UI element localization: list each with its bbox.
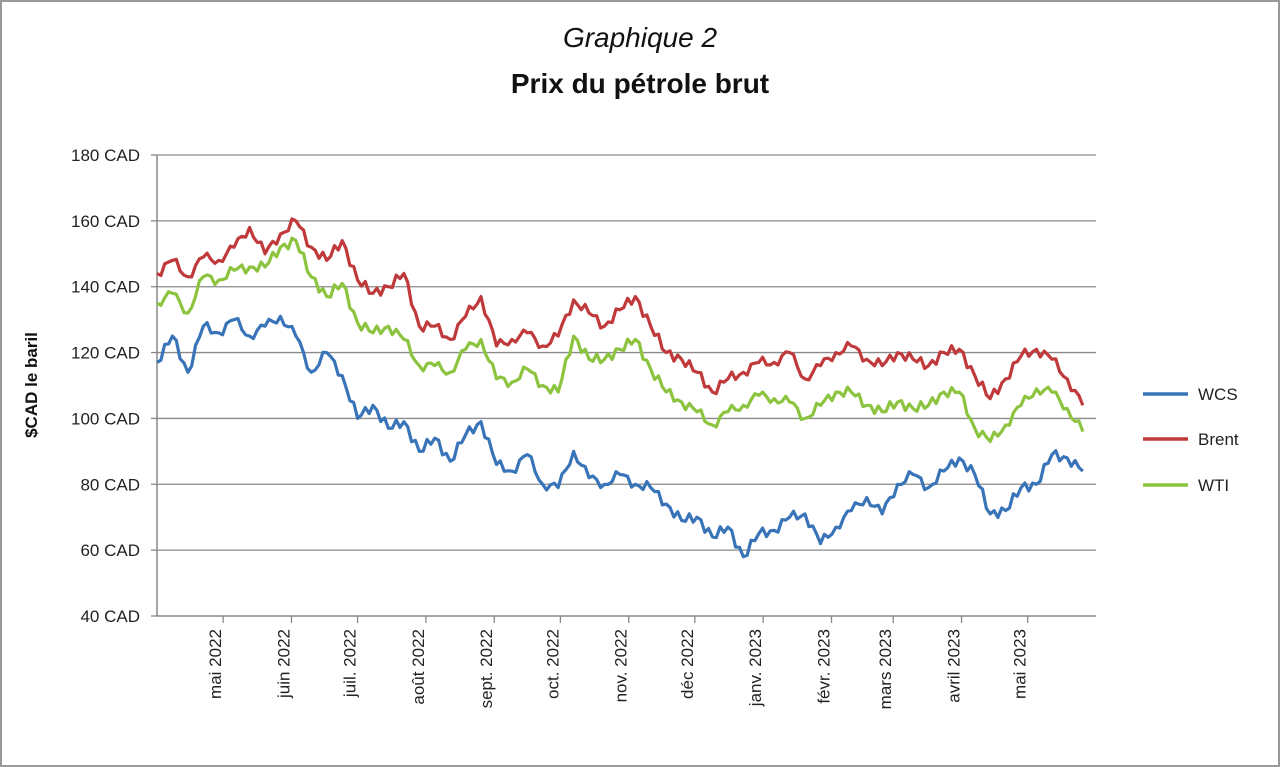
y-tick-label: 80 CAD: [80, 475, 140, 494]
y-tick-label: 60 CAD: [80, 541, 140, 560]
x-tick-label: juil. 2022: [341, 629, 360, 698]
y-tick-label: 100 CAD: [71, 409, 140, 428]
x-tick-label: août 2022: [409, 629, 428, 705]
chart-title: Prix du pétrole brut: [510, 68, 770, 99]
x-tick-label: sept. 2022: [477, 629, 496, 708]
y-tick-label: 120 CAD: [71, 344, 140, 363]
series-line-brent: [156, 217, 1085, 406]
x-tick-labels: mai 2022 juin 2022 juil. 2022 août 2022 sept…: [206, 616, 1030, 709]
x-tick-label: janv. 2023: [746, 629, 765, 707]
y-axis-label: $CAD le baril: [22, 332, 41, 438]
y-tick-label: 140 CAD: [71, 278, 140, 297]
chart-subtitle: Graphique 2: [562, 22, 718, 53]
axes: [156, 155, 1096, 617]
gridlines: [157, 154, 1096, 551]
x-tick-label: déc 2022: [678, 629, 697, 699]
x-tick-label: mai 2022: [206, 629, 225, 699]
x-tick-label: juin 2022: [274, 629, 293, 699]
y-tick-label: 40 CAD: [80, 607, 140, 626]
series-line-wcs: [156, 314, 1084, 559]
x-tick-label: mai 2023: [1011, 629, 1030, 699]
legend-label: WTI: [1198, 476, 1229, 495]
x-tick-label: févr. 2023: [814, 629, 833, 704]
legend-label: WCS: [1198, 385, 1238, 404]
x-tick-label: nov. 2022: [612, 629, 631, 702]
series-lines: [156, 217, 1085, 559]
series-line-wti: [156, 236, 1085, 444]
legend-label: Brent: [1198, 430, 1239, 449]
x-tick-label: mars 2023: [876, 629, 895, 709]
y-tick-label: 180 CAD: [71, 146, 140, 165]
y-tick-labels: 40 CAD 60 CAD 80 CAD 100 CAD 120 CAD 140 CAD 1…: [71, 146, 157, 626]
x-tick-label: oct. 2022: [543, 629, 562, 699]
y-tick-label: 160 CAD: [71, 212, 140, 231]
x-tick-label: avril 2023: [945, 629, 964, 703]
legend: WCS Brent WTI: [1143, 385, 1239, 495]
